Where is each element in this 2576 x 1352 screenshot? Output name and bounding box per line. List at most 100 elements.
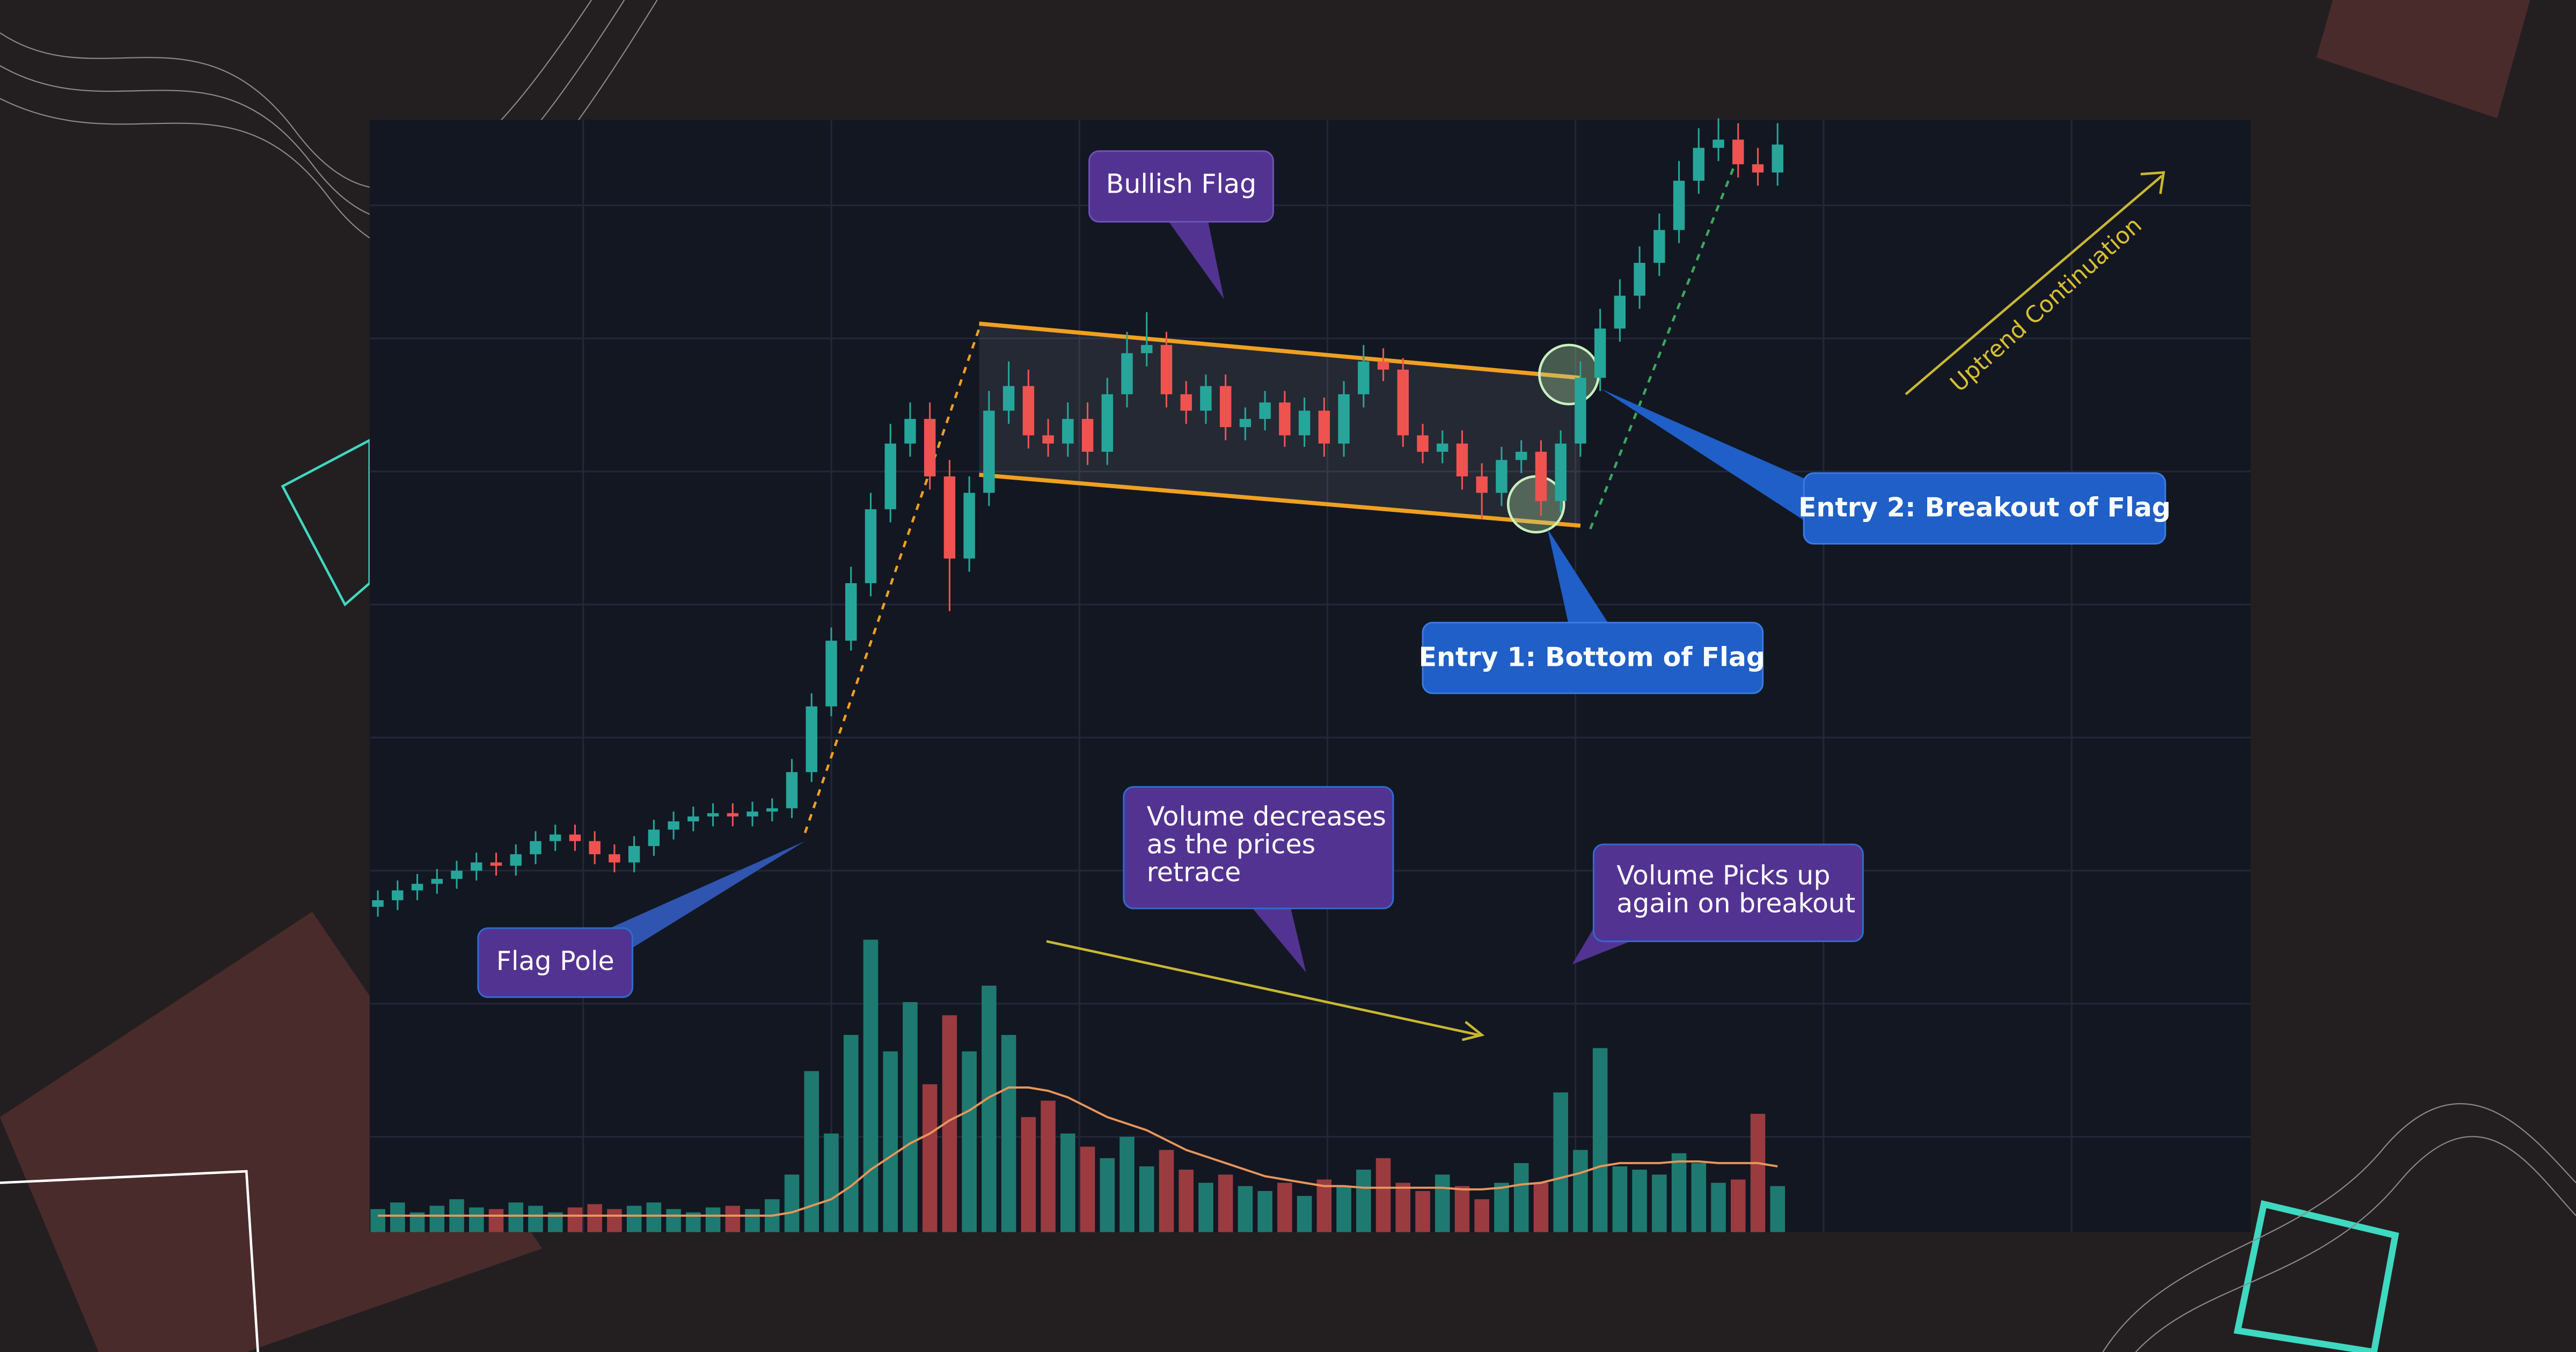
volume-bar [1494, 1182, 1509, 1232]
volume-bar [1277, 1182, 1292, 1232]
volume-bar [1139, 1166, 1154, 1232]
volume-bar [1770, 1186, 1785, 1232]
volume-bar [705, 1207, 721, 1232]
volume-bar [1218, 1174, 1233, 1232]
volume-bar [1652, 1174, 1667, 1232]
candle-body [530, 841, 541, 855]
volume-bar [1021, 1117, 1036, 1232]
candle-body [1259, 402, 1271, 419]
marks [370, 118, 1785, 1232]
candle-body [411, 884, 423, 891]
volume-bar [1612, 1166, 1628, 1232]
candle-body [747, 811, 758, 817]
candle-body [1200, 386, 1212, 411]
volume-bar [824, 1133, 839, 1232]
candle-body [884, 443, 896, 510]
callout-pointer [591, 841, 805, 953]
arrow [1046, 940, 1479, 1037]
volume-bar [528, 1206, 543, 1232]
candle-body [1515, 452, 1527, 460]
candle-body [1752, 164, 1764, 173]
volume-bar [390, 1202, 405, 1232]
candle-body [825, 641, 837, 707]
volume-bar [922, 1084, 938, 1232]
candle-body [845, 583, 857, 641]
callout-box [1088, 150, 1274, 223]
decor-line [0, 1170, 259, 1352]
flag-line [979, 321, 1581, 380]
volume-bar [587, 1204, 602, 1232]
candle-body [1653, 230, 1665, 263]
candle-body [1673, 180, 1685, 230]
callout-box [1803, 472, 2167, 545]
candle-body [1693, 148, 1705, 181]
volume-bar [843, 1035, 859, 1232]
candle-body [1101, 394, 1113, 452]
volume-bar [1179, 1170, 1194, 1232]
candle-body [924, 418, 936, 476]
candle-body [1180, 394, 1192, 411]
pole-line [803, 328, 980, 834]
volume-bar [982, 986, 997, 1232]
candle-body [687, 816, 699, 821]
candle-body [1732, 139, 1744, 165]
candle-body [1377, 361, 1389, 370]
candle-body [1002, 386, 1015, 411]
candle-body [372, 900, 384, 907]
candle-body [609, 854, 620, 863]
volume-bar [1750, 1114, 1766, 1232]
volume-bar [883, 1051, 898, 1232]
candle-body [806, 706, 817, 773]
volume-bar [1336, 1186, 1351, 1232]
volume-bar [1100, 1158, 1115, 1232]
callout-box [1422, 621, 1764, 694]
grid [369, 120, 2251, 1232]
volume-bar [1513, 1163, 1529, 1232]
volume-bar [567, 1207, 583, 1232]
candle-body [1535, 452, 1547, 501]
callout-text: Entry 2: Breakout of Flag [1798, 493, 2171, 523]
candle-body [1555, 443, 1567, 501]
volume-bar [725, 1206, 741, 1232]
volume-bar [666, 1209, 681, 1232]
callout-text: Volume decreases [1147, 801, 1386, 832]
callout-text: Entry 1: Bottom of Flag [1419, 642, 1765, 672]
volume-bar [1711, 1182, 1726, 1232]
volume-bar [1474, 1199, 1489, 1232]
candle-body [471, 862, 482, 871]
candle-body [1081, 418, 1094, 452]
callout-pointer [1248, 903, 1306, 973]
candle-body [1358, 361, 1370, 394]
callout-pointer [1166, 218, 1224, 299]
volume-bar [1041, 1100, 1056, 1232]
candle-body [1141, 345, 1153, 354]
candle-body [1318, 410, 1330, 444]
candle-body [1160, 345, 1173, 394]
volume-bar [1435, 1174, 1450, 1232]
volume-bar [488, 1209, 504, 1232]
volume-bar [1297, 1196, 1312, 1232]
volume-bar [1356, 1170, 1371, 1232]
callout-text: as the prices [1147, 829, 1315, 859]
candle-body [1062, 418, 1074, 444]
candle-body [1496, 460, 1507, 493]
candle-body [648, 829, 660, 846]
volume-bar [1632, 1170, 1647, 1232]
volume-bar [1375, 1158, 1391, 1232]
volume-bar [1395, 1182, 1411, 1232]
volume-bar [1060, 1133, 1075, 1232]
volume-bar [1316, 1179, 1332, 1232]
candle-body [1042, 435, 1054, 444]
volume-bar [607, 1209, 622, 1232]
volume-bar [626, 1206, 642, 1232]
decor-shape [2234, 1200, 2399, 1352]
volume-bar [1533, 1182, 1549, 1232]
volume-bar [1731, 1179, 1746, 1232]
candle-body [569, 834, 581, 841]
volume-bar [370, 1209, 385, 1232]
candle-body [1022, 386, 1035, 436]
candle-body [1594, 328, 1606, 378]
volume-bar [1159, 1150, 1174, 1232]
candle-body [1397, 369, 1409, 436]
